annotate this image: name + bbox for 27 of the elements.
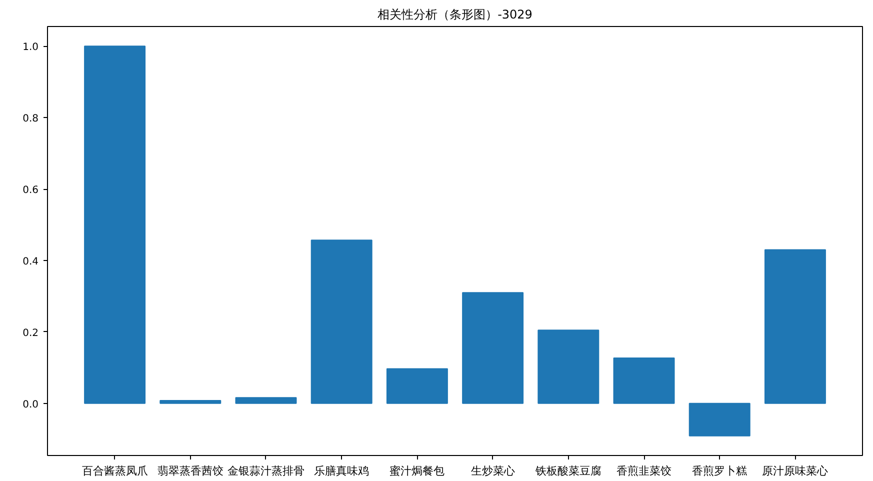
x-tick-label: 翡翠蒸香茜饺 xyxy=(157,464,224,478)
chart-title: 相关性分析（条形图）-3029 xyxy=(378,8,532,22)
x-tick-label: 香煎韭菜饺 xyxy=(616,464,672,478)
bar xyxy=(160,400,222,404)
y-tick-label: 1.0 xyxy=(22,42,39,54)
bar xyxy=(84,46,146,404)
y-tick-label: 0.6 xyxy=(22,185,39,196)
x-tick-label: 生炒菜心 xyxy=(470,464,515,478)
bar xyxy=(538,330,600,404)
x-tick-label: 铁板酸菜豆腐 xyxy=(534,464,602,478)
bar xyxy=(613,357,675,404)
bar xyxy=(235,397,297,404)
bar xyxy=(764,249,826,404)
y-tick-label: 0.4 xyxy=(22,256,39,268)
y-tick-label: 0.0 xyxy=(22,399,39,410)
bar xyxy=(688,402,750,436)
y-tick-label: 0.2 xyxy=(22,328,39,339)
x-tick-label: 百合酱蒸凤爪 xyxy=(82,464,148,478)
x-tick-label: 乐膳真味鸡 xyxy=(314,464,370,478)
y-tick-label: 0.8 xyxy=(22,114,39,125)
bar xyxy=(462,292,524,404)
x-tick-label: 蜜汁焗餐包 xyxy=(390,464,445,478)
x-tick-label: 金银蒜汁蒸排骨 xyxy=(227,464,304,478)
x-tick-label: 香煎罗卜糕 xyxy=(692,464,748,478)
bar xyxy=(310,240,372,404)
x-tick-label: 原汁原味菜心 xyxy=(762,464,828,478)
bar xyxy=(386,368,448,404)
